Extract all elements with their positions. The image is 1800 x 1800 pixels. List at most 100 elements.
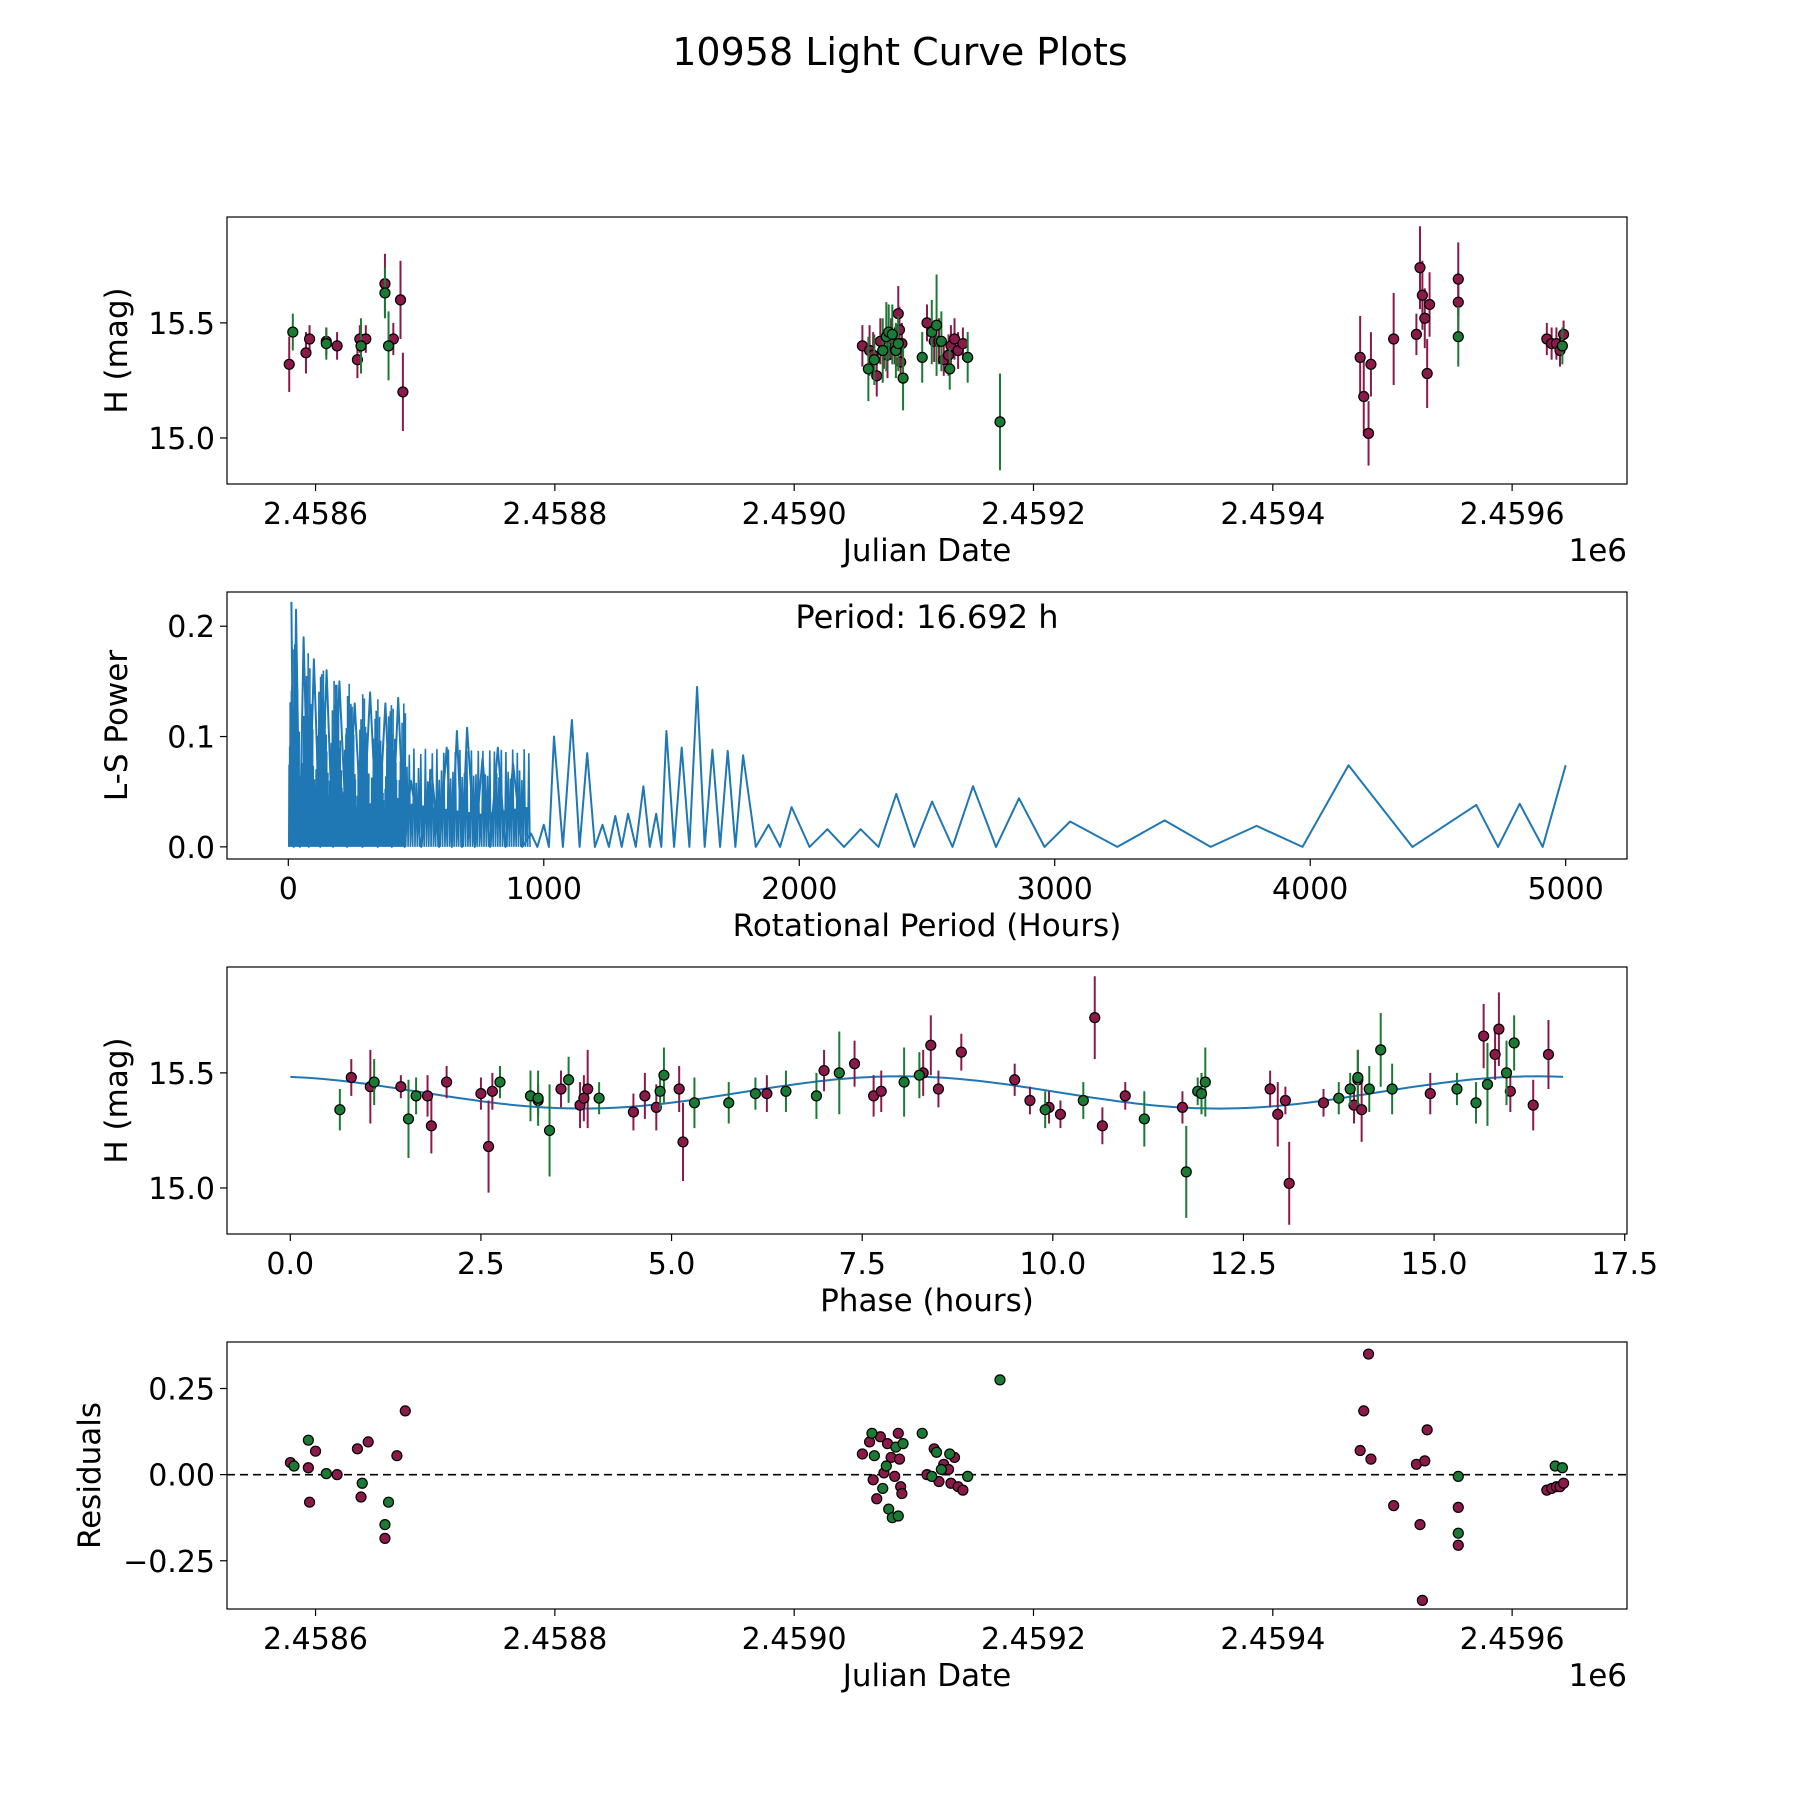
data-point: [916, 1427, 928, 1439]
x-offset-label: 1e6: [1568, 1658, 1627, 1694]
data-point: [654, 1085, 666, 1097]
data-point: [1423, 298, 1436, 311]
y-tick-label: 0.00: [148, 1459, 215, 1494]
y-tick-label: 0.25: [148, 1373, 215, 1408]
data-point: [320, 1468, 332, 1480]
data-point: [1344, 1083, 1356, 1095]
data-point: [677, 1136, 689, 1148]
data-point: [303, 1496, 316, 1508]
data-point: [1504, 1085, 1516, 1097]
data-point: [482, 1140, 495, 1153]
data-point: [356, 1477, 368, 1489]
x-axis-label: Julian Date: [841, 533, 1012, 569]
data-point: [1180, 1166, 1192, 1178]
x-tick-label: 1000: [506, 872, 582, 907]
data-point: [1096, 1120, 1108, 1132]
data-point: [1414, 1518, 1426, 1531]
periodogram-dense-peaks: [288, 644, 531, 847]
figure-title: 10958 Light Curve Plots: [672, 30, 1127, 74]
x-tick-label: 12.5: [1210, 1247, 1277, 1282]
data-point: [1416, 1594, 1428, 1606]
data-point: [1414, 262, 1426, 274]
series-filter-1: [283, 226, 1570, 466]
data-point: [868, 1450, 880, 1462]
y-axis-label: L-S Power: [99, 650, 135, 801]
plots: 2.4586 2.4588 2.4590 2.4592 2.4594 2.4596 15.0…: [72, 216, 1658, 1694]
data-point: [962, 1470, 974, 1482]
x-tick-label: 0: [279, 872, 298, 907]
x-offset-label: 1e6: [1568, 533, 1627, 569]
data-points-phased: [334, 976, 1555, 1225]
data-point: [818, 1064, 830, 1077]
data-point: [761, 1087, 773, 1100]
data-point: [935, 335, 947, 347]
x-axis-label: Rotational Period (Hours): [733, 908, 1122, 944]
data-point: [1451, 1083, 1463, 1095]
x-tick-label: 2.4594: [1220, 1622, 1325, 1657]
data-point: [320, 337, 332, 350]
data-point: [723, 1097, 735, 1109]
data-point: [913, 1069, 925, 1081]
data-point: [1279, 1094, 1291, 1107]
data-point: [309, 1445, 322, 1457]
series-filter-2: [288, 1374, 1568, 1539]
data-point: [1386, 1083, 1398, 1095]
x-axis-label: Julian Date: [841, 1658, 1012, 1694]
data-point: [639, 1090, 651, 1102]
data-point: [1054, 1108, 1067, 1120]
data-point: [302, 1434, 314, 1446]
y-tick-label: 15.0: [148, 1172, 215, 1207]
data-point: [578, 1092, 590, 1104]
x-tick-label: 15.0: [1401, 1247, 1468, 1282]
data-point: [382, 1496, 395, 1508]
y-tick-label: 0.2: [167, 610, 215, 645]
data-point: [1489, 1048, 1501, 1061]
data-point: [892, 337, 904, 350]
data-point: [1089, 1012, 1101, 1024]
data-point: [382, 340, 395, 352]
data-point: [866, 1427, 878, 1439]
data-point: [867, 1474, 879, 1486]
data-point: [994, 1374, 1006, 1386]
x-axis-label: Phase (hours): [820, 1283, 1034, 1319]
data-point: [555, 1083, 567, 1095]
data-point: [1452, 1501, 1464, 1513]
x-tick-label: 2.4596: [1460, 1622, 1565, 1657]
data-point: [886, 328, 898, 340]
data-point: [1363, 1083, 1375, 1095]
data-point: [1421, 367, 1433, 380]
data-point: [1452, 273, 1464, 285]
data-point: [362, 1436, 374, 1448]
y-axis-label: H (mag): [99, 287, 135, 413]
data-point: [1024, 1094, 1036, 1107]
data-point: [397, 386, 409, 398]
data-point: [688, 1097, 701, 1109]
data-point: [1424, 1087, 1436, 1100]
data-point: [893, 1453, 906, 1465]
data-point: [896, 1487, 908, 1500]
data-point: [673, 1083, 685, 1095]
data-point: [287, 326, 299, 338]
data-point: [1077, 1094, 1089, 1107]
x-tick-label: 4000: [1272, 872, 1348, 907]
data-point: [897, 372, 909, 384]
y-tick-label: 0.1: [167, 721, 215, 756]
axes-residuals: 2.4586 2.4588 2.4590 2.4592 2.4594 2.4596 −0.2…: [72, 1341, 1628, 1694]
data-point: [1500, 1067, 1513, 1079]
plot-frame: [226, 966, 1628, 1235]
y-axis-label: H (mag): [99, 1037, 135, 1163]
data-point: [1356, 1104, 1368, 1116]
data-point: [658, 1069, 670, 1081]
data-point: [930, 319, 943, 331]
data-point: [1452, 1527, 1464, 1539]
data-point: [379, 1532, 391, 1544]
data-point: [1264, 1083, 1276, 1095]
data-point: [379, 287, 391, 299]
data-point: [1358, 1405, 1370, 1417]
data-point: [925, 1039, 937, 1051]
data-point: [1452, 1539, 1464, 1551]
x-tick-label: 5000: [1528, 872, 1604, 907]
x-tick-label: 2.4594: [1220, 497, 1325, 532]
data-point: [1352, 1071, 1364, 1084]
data-point: [627, 1106, 640, 1118]
